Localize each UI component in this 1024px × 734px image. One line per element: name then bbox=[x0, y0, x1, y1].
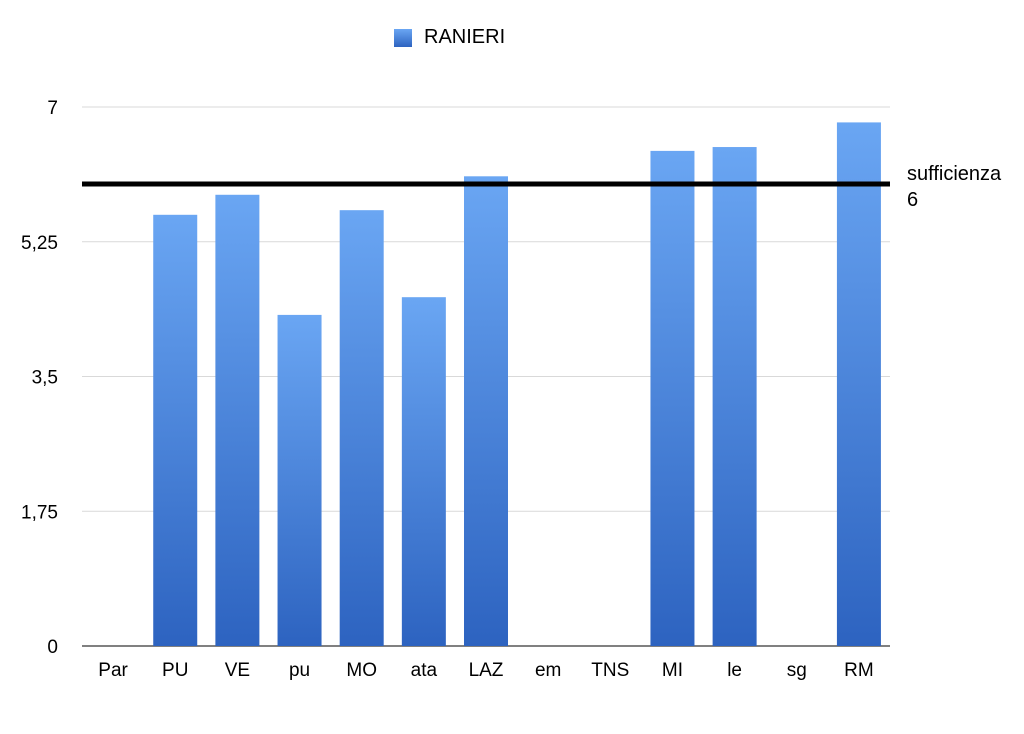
bar bbox=[401, 297, 446, 646]
bar bbox=[464, 176, 508, 647]
reference-line-group: sufficienza 6 bbox=[82, 163, 1002, 211]
bar bbox=[339, 210, 384, 646]
x-tick-label: PU bbox=[162, 660, 188, 681]
bar bbox=[836, 122, 881, 646]
bar bbox=[215, 194, 260, 646]
bar bbox=[277, 314, 322, 646]
y-tick-label: 0 bbox=[47, 637, 58, 658]
legend-label: RANIERI bbox=[424, 26, 506, 48]
x-tick-label: TNS bbox=[591, 660, 629, 681]
x-axis: Par PU VE pu MO ata LAZ em TNS MI le sg RM bbox=[98, 660, 873, 681]
x-tick-label: em bbox=[535, 660, 561, 681]
x-tick-label: MI bbox=[662, 660, 683, 681]
x-tick-label: MO bbox=[346, 660, 377, 681]
y-axis: 0 1,75 3,5 5,25 7 bbox=[21, 98, 58, 658]
x-tick-label: le bbox=[727, 660, 742, 681]
legend-swatch bbox=[394, 28, 412, 47]
bars bbox=[153, 122, 881, 647]
x-tick-label: pu bbox=[289, 660, 310, 681]
reference-label: sufficienza bbox=[907, 163, 1002, 185]
legend: RANIERI bbox=[394, 26, 505, 49]
x-tick-label: sg bbox=[787, 660, 807, 681]
bar bbox=[650, 150, 695, 646]
bar bbox=[153, 214, 198, 647]
x-tick-label: ata bbox=[411, 660, 438, 681]
y-tick-label: 1,75 bbox=[21, 502, 58, 523]
y-tick-label: 3,5 bbox=[32, 368, 58, 389]
bar bbox=[712, 147, 757, 647]
reference-value-label: 6 bbox=[907, 189, 918, 211]
x-tick-label: VE bbox=[225, 660, 250, 681]
x-tick-label: LAZ bbox=[469, 660, 504, 681]
x-tick-label: Par bbox=[98, 660, 128, 681]
x-tick-label: RM bbox=[844, 660, 874, 681]
y-tick-label: 5,25 bbox=[21, 233, 58, 254]
y-tick-label: 7 bbox=[47, 98, 58, 119]
